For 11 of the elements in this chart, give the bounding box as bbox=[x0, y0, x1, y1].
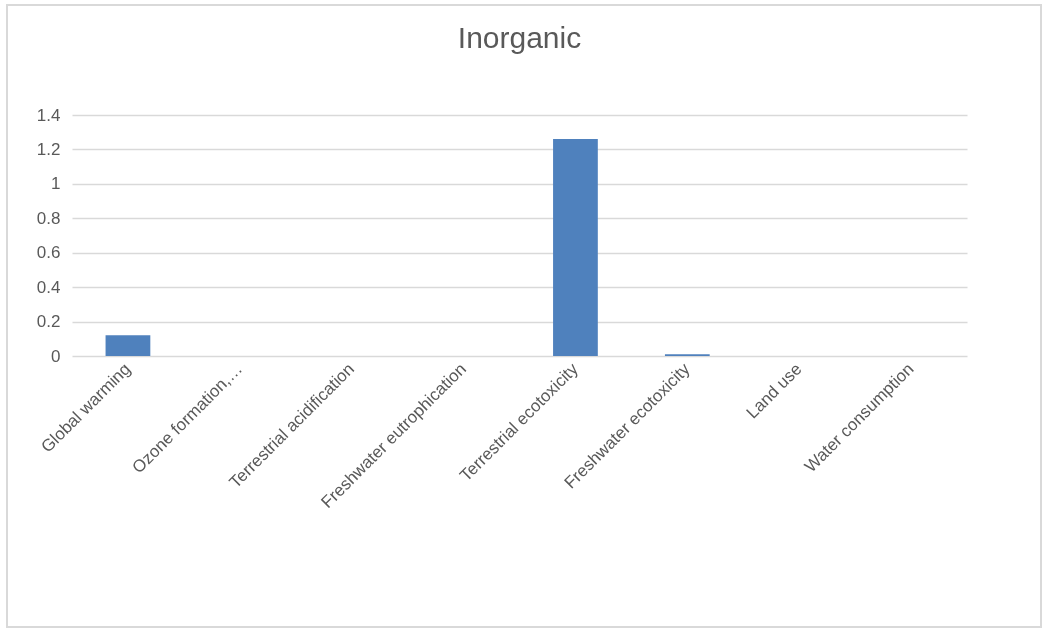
bar bbox=[553, 139, 598, 356]
y-tick-label: 0.2 bbox=[36, 312, 61, 332]
chart-title: Inorganic bbox=[457, 21, 582, 54]
y-tick-label: 1.2 bbox=[36, 139, 61, 159]
y-tick-label: 0.4 bbox=[36, 277, 61, 297]
y-tick-label: 1 bbox=[51, 174, 61, 194]
y-tick-label: 1.4 bbox=[36, 105, 61, 125]
bar bbox=[105, 335, 151, 356]
y-tick-label: 0.8 bbox=[36, 208, 61, 228]
y-tick-label: 0 bbox=[51, 346, 61, 366]
y-tick-label: 0.6 bbox=[36, 243, 61, 263]
